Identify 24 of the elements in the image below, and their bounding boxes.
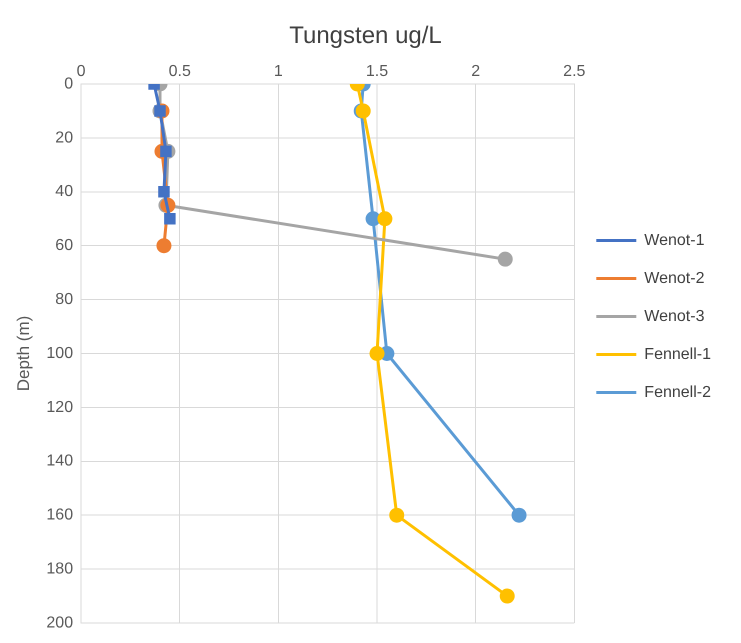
legend-label: Wenot-2 — [644, 270, 705, 287]
x-tick-label: 2.5 — [563, 62, 586, 80]
legend-label: Wenot-1 — [644, 232, 705, 249]
y-tick-label: 20 — [55, 129, 74, 146]
y-tick-label: 160 — [46, 506, 74, 524]
y-tick-label: 140 — [46, 452, 74, 470]
y-tick-label: 80 — [55, 291, 74, 308]
y-tick-label: 60 — [55, 237, 74, 254]
y-tick-label: 40 — [55, 183, 74, 200]
y-axis-title: Depth (m) — [14, 316, 33, 392]
legend-label: Fennell-1 — [644, 346, 712, 363]
x-tick-label: 2 — [471, 62, 480, 80]
chart-title: Tungsten ug/L — [289, 22, 442, 50]
x-tick-label: 1.5 — [366, 62, 388, 80]
x-tick-label: 1 — [274, 62, 283, 80]
y-tick-label: 200 — [46, 614, 74, 632]
y-tick-label: 0 — [64, 75, 74, 92]
legend-label: Wenot-3 — [644, 308, 705, 325]
y-tick-label: 180 — [46, 560, 74, 578]
x-tick-label: 0 — [76, 62, 86, 80]
y-tick-label: 100 — [46, 344, 74, 362]
y-tick-label: 120 — [46, 398, 74, 416]
x-tick-label: 0.5 — [168, 62, 191, 80]
legend-label: Fennell-2 — [644, 384, 712, 401]
